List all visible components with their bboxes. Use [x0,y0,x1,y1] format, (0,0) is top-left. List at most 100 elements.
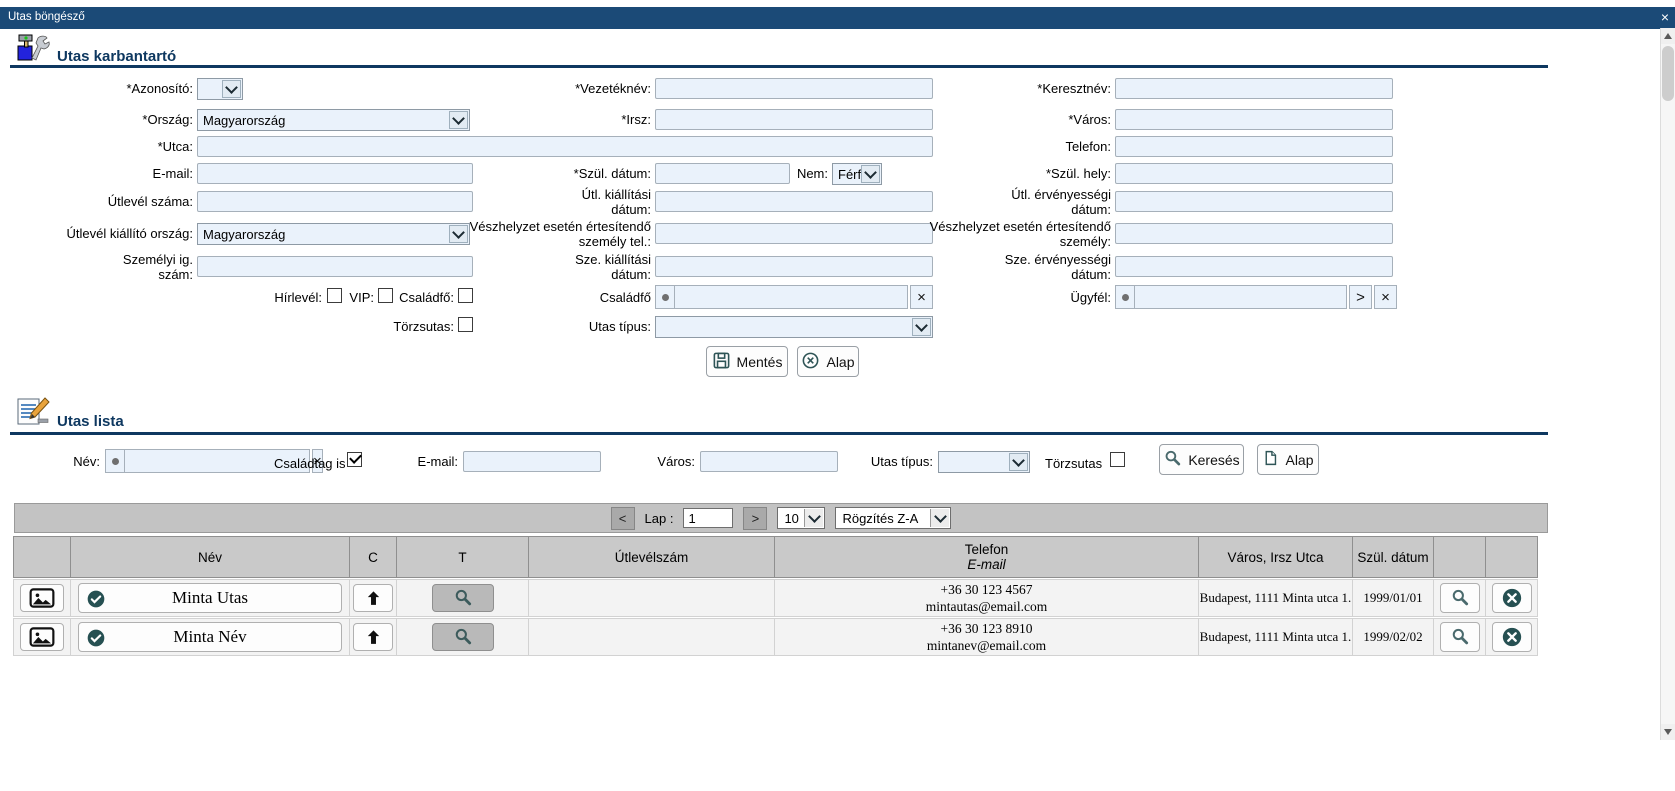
utlevel-szama-field[interactable] [197,191,473,212]
hirlevel-checkbox[interactable] [327,288,342,303]
table-row: Minta Utas +36 30 123 4567 mintautas@emai… [13,579,1548,617]
search-utas-tipus-select[interactable] [938,451,1030,473]
utca-field[interactable] [197,136,933,157]
varos-field[interactable] [1115,109,1393,130]
csaladfo-picker-input[interactable] [675,286,907,308]
search-nev-input[interactable] [125,450,309,472]
window-close-icon[interactable]: × [1660,9,1669,25]
family-button[interactable] [353,584,393,612]
view-button[interactable] [1439,583,1480,613]
utl-kiallitasi-field[interactable] [655,191,933,212]
window-title: Utas böngésző [8,11,85,23]
bullet-icon [1116,286,1135,308]
orszag-select[interactable]: Magyarország [197,109,470,131]
label-utlevel-szama: Útlevél száma: [107,194,193,209]
chevron-down-icon [804,509,824,527]
utl-ervenyessegi-field[interactable] [1115,191,1393,212]
szul-hely-field[interactable] [1115,163,1393,184]
label-irsz: *Irsz: [621,112,651,127]
passenger-name-button[interactable]: Minta Utas [78,583,342,613]
alap-button[interactable]: Alap [797,346,859,377]
szul-datum-field[interactable] [655,163,790,184]
label-search-torzsutas: Törzsutas [1045,456,1103,471]
ugyfel-clear-button[interactable]: × [1374,285,1397,309]
view-button[interactable] [1439,622,1480,652]
search-varos-field[interactable] [700,451,838,472]
vezeteknev-field[interactable] [655,78,933,99]
header-szul-datum: Szül. dátum [1352,536,1434,578]
vip-checkbox[interactable] [378,288,393,303]
label-hirlevel: Hírlevél: [274,290,322,305]
chevron-down-icon [449,111,468,129]
label-sze-kiallitasi: Sze. kiállítási dátum: [575,252,651,282]
pager-bar: < Lap : > 10 Rögzítés Z-A [14,503,1548,533]
label-utas-tipus: Utas típus: [588,319,651,334]
label-ugyfel: Ügyfél: [1070,290,1111,305]
list-alap-button[interactable]: Alap [1257,444,1319,475]
vertical-scrollbar[interactable] [1660,28,1675,740]
torzsutas-checkbox[interactable] [458,317,473,332]
ugyfel-picker-input[interactable] [1135,286,1346,308]
szemelyi-ig-field[interactable] [197,256,473,277]
x-circle-icon [1502,588,1521,608]
table-row: Minta Név +36 30 123 8910 mintanev@email.… [13,618,1548,656]
label-csaladfo-checkbox: Családfő: [399,290,454,305]
telefon-field[interactable] [1115,136,1393,157]
family-button[interactable] [353,623,393,651]
sze-kiallitasi-field[interactable] [655,256,933,277]
save-icon [712,351,731,373]
sort-select[interactable]: Rögzítés Z-A [835,507,952,529]
search-nev-clear-button[interactable]: × [312,449,323,473]
azonosito-select[interactable] [197,78,243,100]
keresztnev-field[interactable] [1115,78,1393,99]
transaction-search-button[interactable] [431,584,494,612]
search-torzsutas-checkbox[interactable] [1110,452,1125,467]
sze-ervenyessegi-field[interactable] [1115,256,1393,277]
scrollbar-thumb[interactable] [1662,46,1674,101]
ugyfel-open-button[interactable]: > [1349,285,1372,309]
photo-button[interactable] [20,623,64,651]
scroll-up-button[interactable] [1661,28,1675,44]
header-photo [13,536,71,578]
list-icon [16,396,52,433]
next-page-button[interactable]: > [743,506,768,530]
chevron-down-icon [912,318,931,336]
x-circle-icon [1502,627,1521,647]
transaction-search-button[interactable] [431,623,494,651]
passenger-name-button[interactable]: Minta Név [78,622,342,652]
csaladfo-clear-button[interactable]: × [910,285,933,309]
cell-contact: +36 30 123 4567 mintautas@email.com [774,579,1199,617]
csaladfo-checkbox[interactable] [458,288,473,303]
section-rule [10,432,1548,435]
utas-tipus-select[interactable] [655,316,933,338]
label-utca: *Utca: [157,139,193,154]
utlevel-kiallito-select[interactable]: Magyarország [197,223,470,245]
csaladtag-is-checkbox[interactable] [347,452,362,467]
irsz-field[interactable] [655,109,933,130]
scroll-down-button[interactable] [1661,724,1675,740]
page-size-select[interactable]: 10 [777,507,826,529]
veszhelyzet-szemely-field[interactable] [1115,223,1393,244]
maintenance-icon [16,33,52,70]
up-arrow-icon [367,590,379,605]
nem-select[interactable]: Férfi [832,163,882,185]
delete-button[interactable] [1491,622,1532,652]
keres-button[interactable]: Keresés [1159,444,1244,475]
email-field[interactable] [197,163,473,184]
search-icon [1452,628,1468,645]
prev-page-button[interactable]: < [610,506,635,530]
up-arrow-icon [1664,33,1672,39]
delete-button[interactable] [1491,583,1532,613]
up-arrow-icon [367,629,379,644]
image-icon [29,588,55,608]
veszhelyzet-tel-field[interactable] [655,223,933,244]
reset-icon [801,351,820,373]
label-utlevel-kiallito: Útlevél kiállító ország: [66,226,193,241]
header-t: T [396,536,529,578]
label-veszhelyzet-tel: Vészhelyzet esetén értesítendő személy t… [469,219,651,249]
mentes-button[interactable]: Mentés [706,346,788,377]
search-email-field[interactable] [463,451,601,472]
photo-button[interactable] [20,584,64,612]
header-view [1433,536,1486,578]
page-number-input[interactable] [683,508,734,528]
